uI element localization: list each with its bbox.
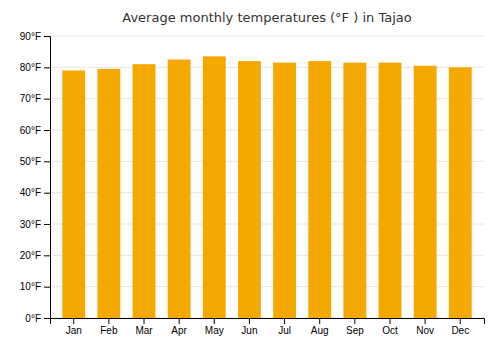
- x-tick-mark: [425, 318, 426, 324]
- chart: 0°F 10°F 20°F 30°F 40°F 50°F 60°F 70°F 80°F 90°F J…: [0, 0, 500, 350]
- y-tick-label: 0°F: [25, 313, 41, 324]
- x-tick: Aug: [311, 318, 329, 336]
- y-tick: 50°F: [20, 156, 50, 167]
- y-tick-mark: [44, 255, 50, 256]
- y-tick-label: 70°F: [20, 93, 41, 104]
- y-tick-label: 50°F: [20, 156, 41, 167]
- y-tick-mark: [44, 161, 50, 162]
- bar: [379, 63, 402, 318]
- x-tick-label: May: [205, 325, 224, 336]
- y-tick-mark: [44, 287, 50, 288]
- bar: [273, 63, 296, 318]
- y-axis-line: [44, 37, 51, 319]
- x-tick-label: Mar: [135, 325, 153, 336]
- x-tick: Jun: [241, 318, 257, 336]
- x-tick-mark: [389, 318, 390, 324]
- y-tick-label: 20°F: [20, 250, 41, 261]
- x-tick: Oct: [382, 318, 398, 336]
- x-tick: May: [205, 318, 224, 336]
- y-tick-mark: [44, 36, 50, 37]
- y-tick: 90°F: [20, 31, 50, 42]
- y-tick-mark: [44, 67, 50, 68]
- y-tick: 80°F: [20, 62, 50, 73]
- bar: [238, 61, 261, 318]
- x-tick-label: Sep: [346, 325, 364, 336]
- x-tick-label: Jan: [66, 325, 82, 336]
- y-tick: 10°F: [20, 281, 50, 292]
- x-tick-mark: [284, 318, 285, 324]
- y-tick-mark: [44, 224, 50, 225]
- y-tick-label: 30°F: [20, 219, 41, 230]
- y-tick: 30°F: [20, 219, 50, 230]
- grid-line: [50, 36, 484, 37]
- x-tick: Jan: [66, 318, 82, 336]
- x-tick-mark: [144, 318, 145, 324]
- y-tick-label: 60°F: [20, 125, 41, 136]
- x-tick-label: Nov: [416, 325, 434, 336]
- bar: [203, 56, 226, 318]
- x-tick-mark: [214, 318, 215, 324]
- x-tick-mark: [249, 318, 250, 324]
- y-tick: 20°F: [20, 250, 50, 261]
- y-tick: 0°F: [25, 313, 50, 324]
- x-tick: Nov: [416, 318, 434, 336]
- y-tick-label: 40°F: [20, 187, 41, 198]
- x-tick: Sep: [346, 318, 364, 336]
- x-axis-line: [51, 319, 485, 325]
- x-tick-mark: [354, 318, 355, 324]
- grid: [50, 36, 484, 318]
- x-tick: Mar: [135, 318, 153, 336]
- bar: [414, 66, 437, 318]
- title: Average monthly temperatures (°F ) in Ta…: [122, 10, 411, 25]
- y-tick: 60°F: [20, 125, 50, 136]
- x-tick-mark: [460, 318, 461, 324]
- bars: [62, 56, 471, 318]
- y-tick: 40°F: [20, 187, 50, 198]
- x-tick-label: Dec: [451, 325, 469, 336]
- x-tick-label: Apr: [171, 325, 187, 336]
- bar: [62, 70, 85, 318]
- x-tick-label: Jul: [278, 325, 291, 336]
- x-tick-label: Feb: [100, 325, 118, 336]
- x-tick-mark: [73, 318, 74, 324]
- y-tick-label: 80°F: [20, 62, 41, 73]
- x-tick-mark: [319, 318, 320, 324]
- bar: [308, 61, 331, 318]
- y-tick-label: 10°F: [20, 281, 41, 292]
- x-tick: Feb: [100, 318, 118, 336]
- y-tick-mark: [44, 130, 50, 131]
- y-tick-mark: [44, 99, 50, 100]
- bar: [343, 63, 366, 318]
- x-tick-label: Aug: [311, 325, 329, 336]
- plot: 0°F 10°F 20°F 30°F 40°F 50°F 60°F 70°F 80°F 90°F J…: [20, 31, 485, 336]
- x-tick-mark: [108, 318, 109, 324]
- y-tick-mark: [44, 318, 50, 319]
- x-tick-mark: [179, 318, 180, 324]
- x-tick: Jul: [278, 318, 291, 336]
- y-tick-mark: [44, 193, 50, 194]
- y-tick-label: 90°F: [20, 31, 41, 42]
- bar: [168, 60, 191, 319]
- x-axis: Jan Feb Mar Apr May Jun Jul Aug Sep Oct Nov Dec: [51, 318, 485, 336]
- y-tick: 70°F: [20, 93, 50, 104]
- x-tick: Dec: [451, 318, 469, 336]
- x-tick-label: Oct: [382, 325, 398, 336]
- x-tick-label: Jun: [241, 325, 257, 336]
- y-axis: 0°F 10°F 20°F 30°F 40°F 50°F 60°F 70°F 80°F 90°F: [20, 31, 51, 324]
- x-tick: Apr: [171, 318, 187, 336]
- bar: [133, 64, 156, 318]
- bar: [449, 67, 472, 318]
- bar: [97, 69, 120, 318]
